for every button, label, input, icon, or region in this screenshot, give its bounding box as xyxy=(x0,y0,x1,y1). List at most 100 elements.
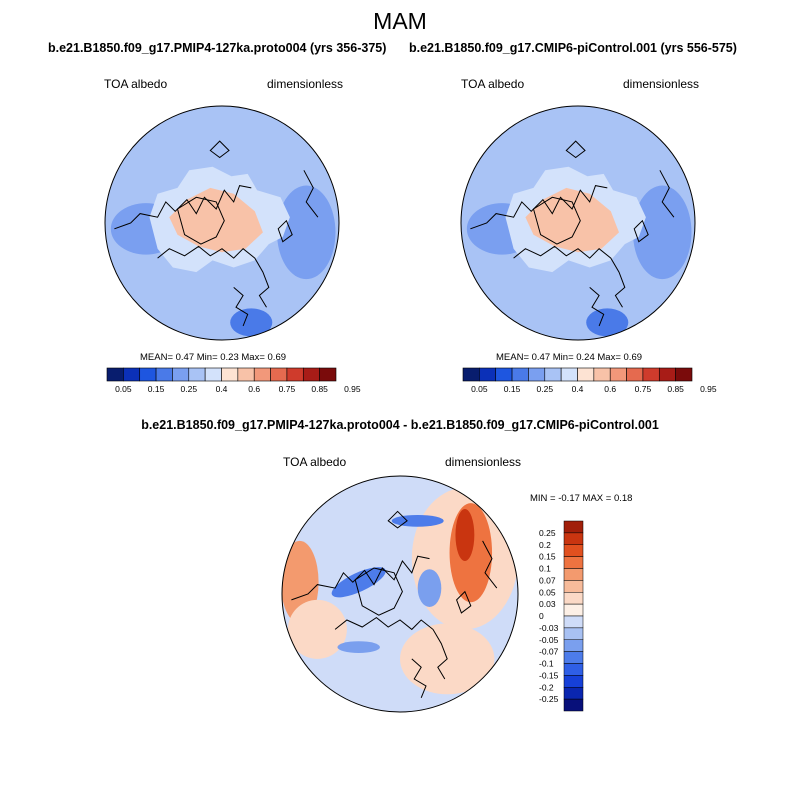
coastline xyxy=(659,170,675,218)
coastline xyxy=(589,287,605,327)
coastline xyxy=(303,170,319,218)
colorbar-swatch xyxy=(544,367,562,382)
coastline xyxy=(157,245,270,308)
coastline-island xyxy=(387,510,408,529)
coastline-island xyxy=(209,140,230,159)
coastline xyxy=(114,185,252,230)
positive-region xyxy=(287,599,347,659)
colorbar-tick-label: 0.75 xyxy=(635,384,652,394)
colorbar-swatch xyxy=(528,367,546,382)
colorbar-tick-label: 0.95 xyxy=(344,384,361,394)
figure-title: MAM xyxy=(373,8,427,34)
colorbar-swatch xyxy=(563,663,584,676)
colorbar-swatch xyxy=(302,367,320,382)
colorbar-swatch xyxy=(563,592,584,605)
coastline-island xyxy=(532,196,581,245)
panel-3-title: b.e21.B1850.f09_g17.PMIP4-127ka.proto004… xyxy=(141,418,659,432)
colorbar-tick-label: -0.15 xyxy=(539,670,559,680)
map-border xyxy=(460,105,696,341)
colorbar-swatch xyxy=(286,367,304,382)
greenland-albedo-region xyxy=(177,197,225,245)
colorbar-diff: 0.25 0.2 0.15 0.10.07 0.05 0.03 0 -0.03 -0.05 -0.… xyxy=(539,520,584,712)
coastline-island xyxy=(456,590,472,614)
coastline xyxy=(482,540,498,589)
colorbar-tick-label: 0.15 xyxy=(148,384,165,394)
colorbar-swatch xyxy=(577,367,595,382)
colorbar-swatch xyxy=(626,367,644,382)
colorbar-swatch xyxy=(511,367,529,382)
colorbar-tick-label: -0.03 xyxy=(539,623,559,633)
colorbar-tick-label: 0.6 xyxy=(248,384,260,394)
colorbar-swatch xyxy=(563,532,584,545)
colorbar-tick-label: 0.75 xyxy=(279,384,296,394)
colorbar-swatch xyxy=(221,367,239,382)
low-albedo-region xyxy=(276,185,336,280)
colorbar-swatch xyxy=(563,544,584,557)
colorbar-tick-label: 0.03 xyxy=(539,599,556,609)
colorbar-swatch xyxy=(563,580,584,593)
coastline xyxy=(291,555,430,601)
colorbar-swatch xyxy=(123,367,141,382)
colorbar-swatch xyxy=(188,367,206,382)
colorbar-swatch xyxy=(462,367,480,382)
colorbar-swatch xyxy=(204,367,222,382)
colorbar-tick-label: 0 xyxy=(539,611,544,621)
map-fill-group xyxy=(282,476,518,712)
colorbar-swatch xyxy=(253,367,271,382)
colorbar-swatch xyxy=(479,367,497,382)
panel-3-variable-label: TOA albedo xyxy=(283,455,347,469)
colorbar-tick-label: 0.25 xyxy=(539,528,556,538)
colorbar-swatch xyxy=(593,367,611,382)
map-panel-2 xyxy=(460,105,696,341)
colorbar-tick-label: 0.95 xyxy=(700,384,717,394)
coastline-island xyxy=(176,196,225,245)
map-border xyxy=(104,105,340,341)
colorbar-swatch xyxy=(675,367,693,382)
coastline xyxy=(334,616,448,680)
colorbar-tick-label: 0.25 xyxy=(181,384,198,394)
coastline xyxy=(513,245,626,308)
colorbar-tick-label: -0.07 xyxy=(539,647,559,657)
colorbar-swatch xyxy=(563,556,584,569)
colorbar-tick-label: 0.15 xyxy=(539,552,556,562)
colorbar-swatch xyxy=(560,367,578,382)
colorbar-tick-label: 0.4 xyxy=(216,384,228,394)
colorbar-tick-label: -0.1 xyxy=(539,659,554,669)
map-panel-1 xyxy=(104,105,340,341)
colorbar-swatch xyxy=(642,367,660,382)
colorbar-tick-label: 0.1 xyxy=(539,564,551,574)
colorbar-panel-2: 0.05 0.15 0.25 0.4 0.6 0.75 0.85 0.95 xyxy=(462,367,717,394)
colorbar-swatch xyxy=(270,367,288,382)
colorbar-swatch xyxy=(563,627,584,640)
colorbar-swatch xyxy=(563,568,584,581)
colorbar-tick-label: 0.2 xyxy=(539,540,551,550)
low-albedo-region xyxy=(632,185,692,280)
negative-region xyxy=(417,569,442,607)
colorbar-swatch xyxy=(563,603,584,617)
colorbar-swatch xyxy=(106,367,124,382)
panel-1-title: b.e21.B1850.f09_g17.PMIP4-127ka.proto004… xyxy=(48,41,387,55)
negative-region xyxy=(331,567,386,598)
colorbar-swatch xyxy=(563,639,584,652)
colorbar-swatch xyxy=(155,367,173,382)
map-fill-group xyxy=(461,106,695,340)
colorbar-tick-label: 0.05 xyxy=(115,384,132,394)
coastline-island xyxy=(565,140,586,159)
panel-1-units-label: dimensionless xyxy=(267,77,344,91)
colorbar-tick-label: 0.85 xyxy=(311,384,328,394)
coastline-island xyxy=(277,219,293,243)
colorbar-swatch xyxy=(563,651,584,664)
colorbar-swatch xyxy=(563,615,584,629)
panel-3-units-label: dimensionless xyxy=(445,455,522,469)
colorbar-swatch xyxy=(319,367,337,382)
panel-1-variable-label: TOA albedo xyxy=(104,77,168,91)
panel-2-stats: MEAN= 0.47 Min= 0.24 Max= 0.69 xyxy=(496,352,643,363)
colorbar-tick-label: -0.25 xyxy=(539,694,559,704)
colorbar-panel-1: 0.05 0.15 0.25 0.4 0.6 0.75 0.85 0.95 xyxy=(106,367,361,394)
greenland-albedo-region xyxy=(533,197,581,245)
colorbar-swatch xyxy=(495,367,513,382)
colorbar-swatch xyxy=(172,367,190,382)
colorbar-tick-label: 0.05 xyxy=(471,384,488,394)
colorbar-tick-label: 0.6 xyxy=(604,384,616,394)
